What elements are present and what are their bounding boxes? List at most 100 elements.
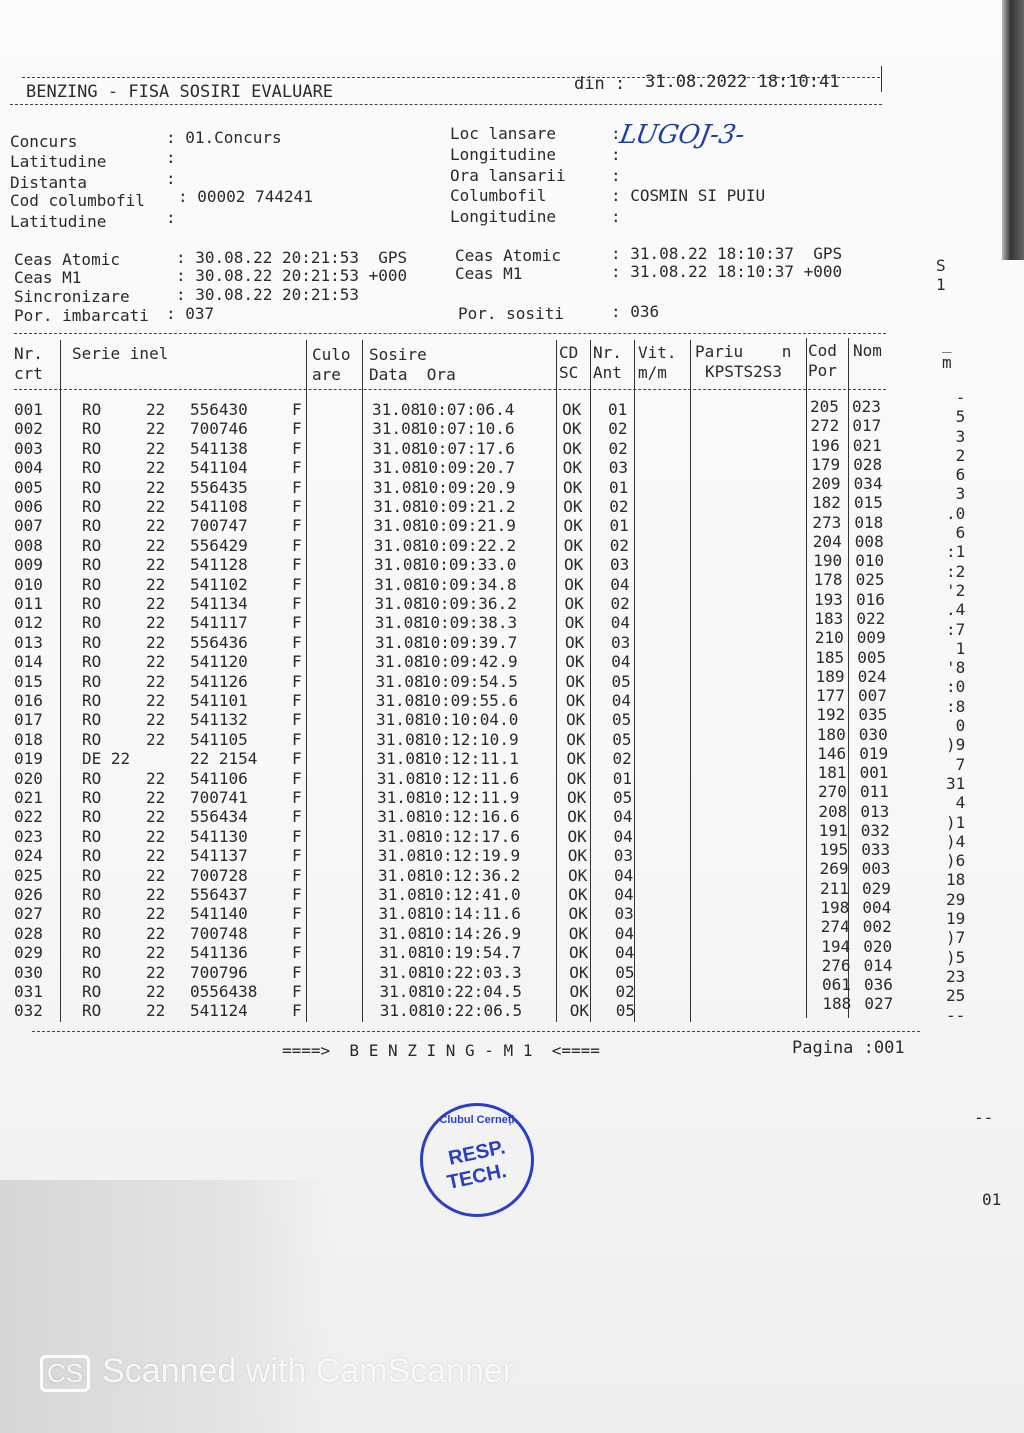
cell-year: 22: [146, 1001, 166, 1021]
cell-date: 31.08: [373, 497, 422, 516]
cell-country: RO: [82, 613, 102, 633]
field-value: : 30.08.22 20:21:53 GPS: [176, 248, 408, 267]
cell-cod: 180: [816, 724, 846, 744]
col-cod: Cod: [808, 341, 837, 360]
cell-nom: 014: [863, 955, 893, 975]
cell-cod: 178: [813, 570, 843, 590]
cell-date: 31.08: [379, 1001, 428, 1021]
cell-nr: 032: [14, 1001, 43, 1021]
field-value: : 00002 744241: [178, 187, 313, 206]
club-stamp: Clubul Cerneți RESP. TECH.: [420, 1103, 534, 1217]
cell-nom: 007: [858, 686, 887, 706]
cell-year: 22: [146, 477, 166, 497]
column-line: [362, 340, 363, 1022]
cell-sex: F: [292, 807, 302, 827]
cell-time: 10:09:38.3: [420, 613, 518, 633]
cell-ring: 541126: [190, 671, 248, 691]
cell-ant: 03: [613, 846, 634, 866]
cell-year: 22: [146, 962, 166, 982]
cell-nom: 024: [857, 666, 887, 686]
cell-date: 31.08: [374, 613, 423, 633]
col-ant: Ant: [593, 363, 622, 382]
col-culoare: are: [312, 365, 341, 384]
cell-ring: 541134: [190, 594, 248, 613]
cell-time: 10:09:55.6: [421, 691, 519, 710]
cell-time: 10:09:22.2: [419, 535, 517, 555]
cell-sex: F: [292, 400, 302, 419]
cell-nr: 011: [14, 594, 43, 613]
cell-date: 31.08: [375, 652, 424, 672]
cell-nr: 003: [14, 438, 43, 458]
cell-cod: 179: [811, 454, 841, 474]
cell-time: 10:09:36.2: [420, 594, 517, 613]
column-line: [806, 338, 807, 1018]
cell-nr: 019: [14, 749, 43, 769]
cell-ant: 03: [611, 632, 631, 652]
field-value: : COSMIN SI PUIU: [611, 186, 766, 205]
field-label: Ceas Atomic: [14, 250, 120, 269]
cell-cd: OK: [569, 982, 589, 1001]
cell-ring: 700746: [190, 419, 248, 439]
cell-nom: 005: [857, 647, 887, 667]
cell-date: 31.08: [377, 846, 426, 866]
cell-time: 10:19:54.7: [425, 943, 522, 963]
cell-country: RO: [82, 477, 102, 497]
cell-ant: 05: [613, 788, 633, 807]
cell-date: 31.08: [375, 632, 424, 652]
cell-ring: 541136: [190, 943, 248, 963]
cell-cod: 190: [813, 551, 843, 571]
cell-ring: 541101: [190, 691, 248, 710]
field-value: :: [166, 169, 176, 188]
cell-ring: 541138: [190, 438, 248, 458]
cell-cd: OK: [567, 788, 587, 807]
cell-cd: OK: [566, 768, 587, 788]
cell-date: 31.08: [372, 419, 421, 439]
divider: [14, 389, 886, 390]
camscanner-watermark: CS Scanned with CamScanner: [40, 1352, 514, 1392]
cell-nr: 001: [14, 400, 43, 419]
cell-ring: 556434: [190, 807, 248, 827]
cell-date: 31.08: [376, 729, 425, 749]
cell-sex: F: [292, 691, 302, 710]
cell-sex: F: [292, 535, 302, 555]
cell-nom: 036: [864, 975, 893, 995]
cell-country: RO: [82, 458, 102, 478]
column-line: [848, 338, 849, 1018]
field-label: Sincronizare: [14, 287, 130, 306]
cell-nom: 025: [855, 570, 885, 590]
cell-cd: OK: [564, 594, 584, 613]
field-value: :: [166, 208, 176, 227]
cell-cod: 061: [822, 975, 851, 995]
document-title: BENZING - FISA SOSIRI EVALUARE: [26, 82, 334, 102]
cell-time: 10:12:16.6: [423, 807, 520, 827]
field-value: :: [611, 124, 621, 143]
cell-nr: 010: [14, 574, 43, 594]
cell-nr: 027: [14, 904, 43, 924]
cell-time: 10:09:21.9: [419, 516, 516, 536]
field-value: : 31.08.22 18:10:37 +000: [611, 262, 843, 281]
cell-date: 31.08: [372, 438, 421, 458]
cell-nr: 022: [14, 807, 43, 827]
col-pariu: Pariu n: [695, 342, 792, 361]
cell-year: 22: [146, 497, 166, 516]
cell-time: 10:07:10.6: [418, 419, 515, 439]
cell-ring: 556436: [190, 632, 248, 652]
cell-cod: 181: [817, 763, 847, 783]
cell-nr: 020: [14, 768, 43, 788]
cell-cod: 211: [820, 878, 849, 898]
cell-ring: 541128: [190, 555, 248, 575]
camscanner-logo: CS: [40, 1354, 91, 1392]
cell-nom: 019: [859, 743, 889, 763]
cell-time: 10:22:06.5: [425, 1001, 523, 1021]
col-vit: Vit.: [638, 343, 677, 362]
cell-country: RO: [82, 671, 102, 691]
cell-year: 22: [146, 691, 166, 710]
cell-nom: 027: [864, 994, 894, 1014]
cell-cd: OK: [567, 846, 588, 866]
cell-year: 22: [146, 788, 166, 807]
col-cd: CD: [559, 343, 579, 362]
cell-ring: 556435: [190, 477, 248, 497]
field-label: Ceas Atomic: [455, 246, 561, 265]
shadow: [0, 1180, 330, 1433]
side-fragment: S 1: [936, 256, 946, 295]
